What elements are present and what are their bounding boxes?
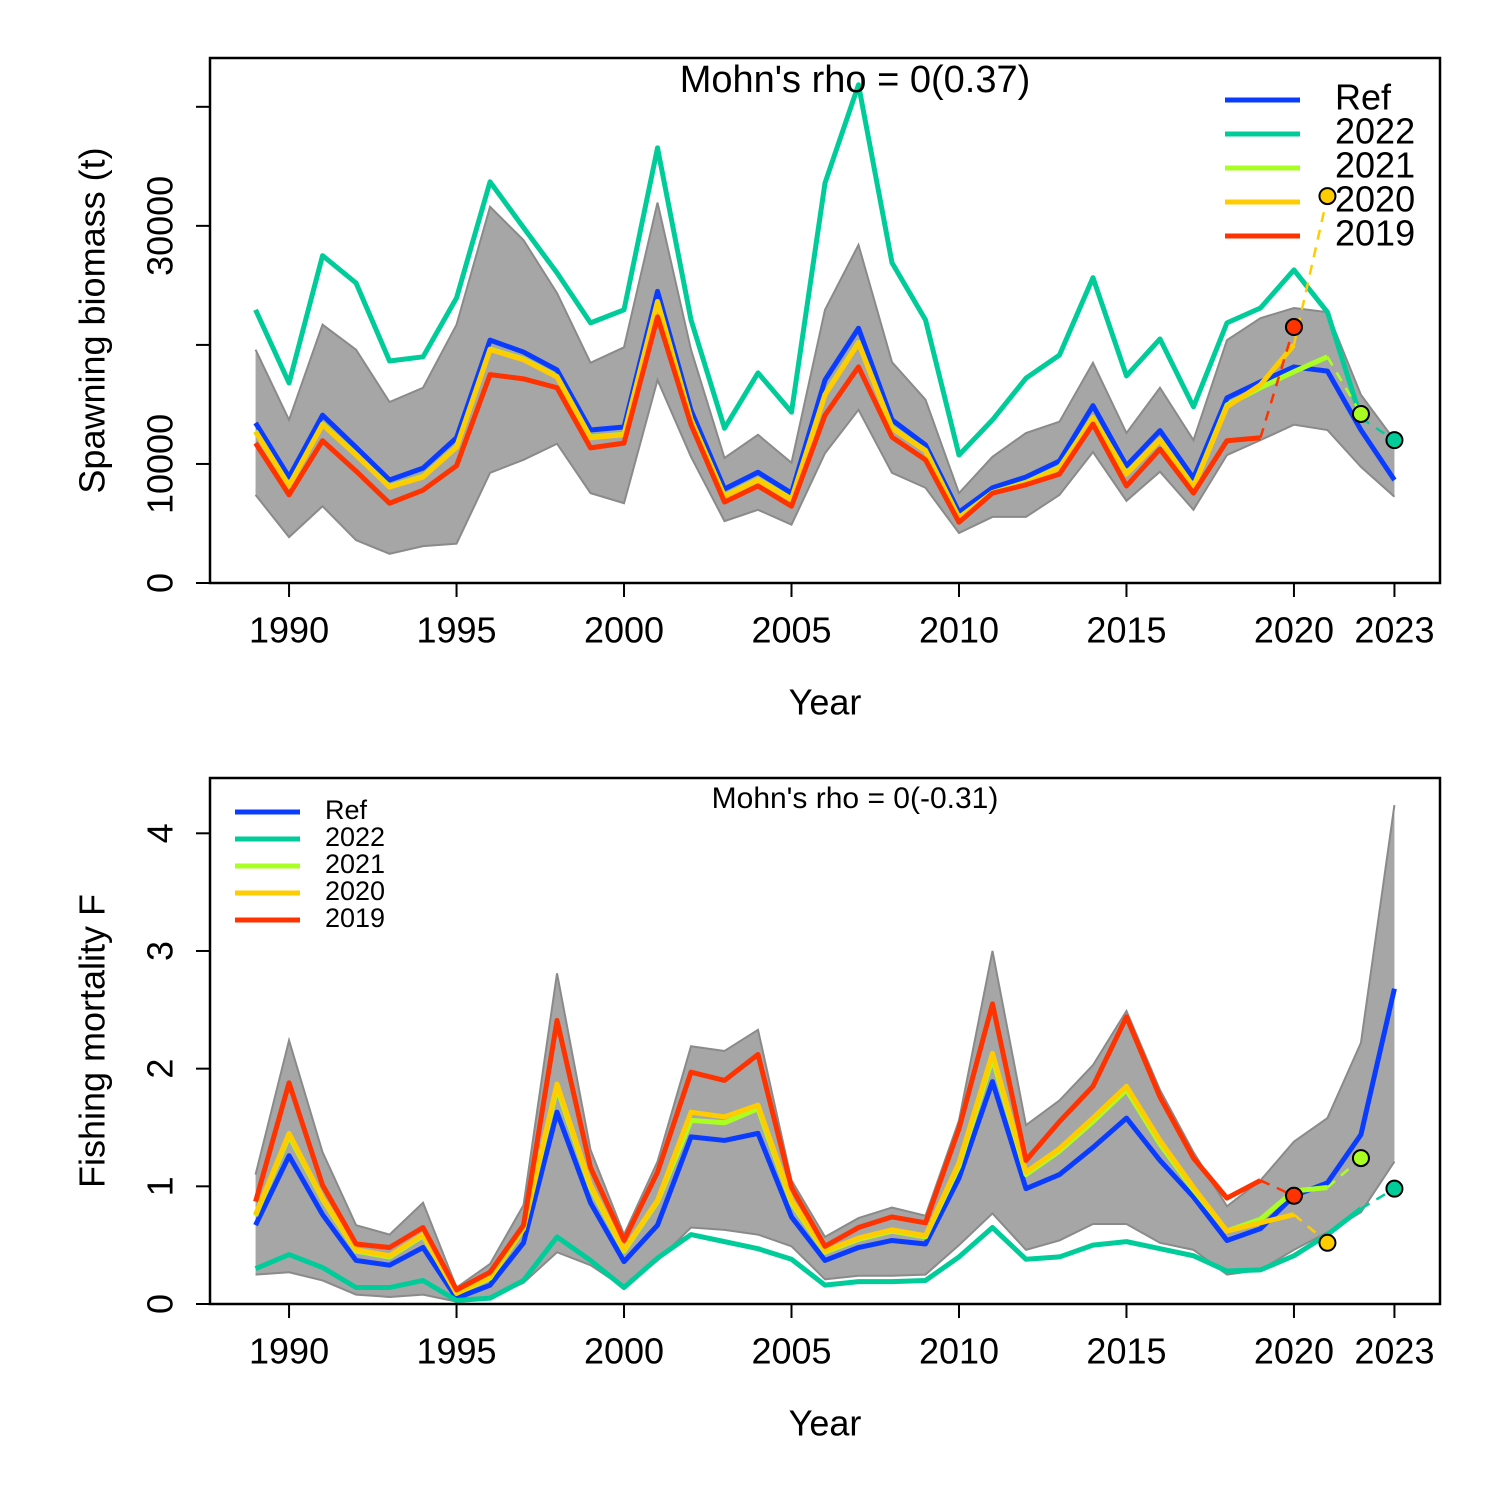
series-line bbox=[253, 1001, 1262, 1293]
y-tick-label: 1 bbox=[140, 1176, 181, 1196]
legend-label: 2019 bbox=[325, 903, 385, 933]
x-tick-label: 2023 bbox=[1354, 610, 1434, 651]
y-tick-label: 0 bbox=[140, 573, 181, 593]
x-tick-label: 1990 bbox=[249, 610, 329, 651]
projection-point bbox=[1318, 1233, 1337, 1252]
x-tick-label: 2010 bbox=[919, 1331, 999, 1372]
legend-label: Ref bbox=[325, 795, 368, 825]
y-tick-label: 0 bbox=[140, 1294, 181, 1314]
x-tick-label: 1995 bbox=[416, 1331, 496, 1372]
projection-line bbox=[1326, 356, 1363, 415]
x-tick-label: 2000 bbox=[584, 610, 664, 651]
annotation: Mohn's rho = 0(-0.31) bbox=[712, 782, 999, 815]
x-tick-label: 1995 bbox=[416, 610, 496, 651]
y-tick-label: 4 bbox=[140, 823, 181, 843]
legend-label: 2021 bbox=[325, 849, 385, 879]
x-tick-label: 2020 bbox=[1254, 1331, 1334, 1372]
x-tick-label: 2000 bbox=[584, 1331, 664, 1372]
series-line bbox=[254, 1206, 1363, 1303]
x-axis-label: Year bbox=[789, 1403, 862, 1444]
projection-point bbox=[1351, 1149, 1370, 1168]
x-tick-label: 1990 bbox=[249, 1331, 329, 1372]
projection-line bbox=[1259, 1179, 1295, 1197]
projection-point bbox=[1318, 187, 1337, 206]
projection-point bbox=[1284, 318, 1303, 337]
legend-label: 2019 bbox=[1335, 213, 1415, 254]
projection-point bbox=[1385, 431, 1404, 450]
series-line bbox=[253, 314, 1261, 525]
y-axis-label: Fishing mortality F bbox=[72, 894, 113, 1188]
panel: 1990 1995 2000 2005 2010 2015 2020 2023 0 1 2 3 4 Fis… bbox=[72, 776, 1442, 1444]
x-tick-label: 2020 bbox=[1254, 610, 1334, 651]
legend-label: 2021 bbox=[1335, 145, 1415, 186]
x-tick-label: 2005 bbox=[751, 1331, 831, 1372]
panel: 1990 1995 2000 2005 2010 2015 2020 2023 0 10000 30… bbox=[72, 56, 1442, 723]
series-line bbox=[253, 82, 1364, 458]
x-tick-label: 2010 bbox=[919, 610, 999, 651]
projection-line bbox=[1360, 417, 1396, 442]
legend-label: 2020 bbox=[1335, 179, 1415, 220]
x-tick-label: 2015 bbox=[1086, 1331, 1166, 1372]
y-tick-label: 10000 bbox=[140, 414, 181, 514]
x-tick-label: 2015 bbox=[1086, 610, 1166, 651]
series-line bbox=[253, 288, 1397, 515]
x-tick-label: 2023 bbox=[1354, 1331, 1434, 1372]
legend-label: 2022 bbox=[1335, 111, 1415, 152]
plot-frame bbox=[208, 776, 1442, 1306]
y-tick-label: 3 bbox=[140, 941, 181, 961]
projection-point bbox=[1284, 1186, 1303, 1205]
legend-label: 2020 bbox=[325, 876, 385, 906]
projection-line bbox=[1360, 1187, 1396, 1210]
y-tick-label: 30000 bbox=[140, 176, 181, 276]
legend-label: Ref bbox=[1335, 77, 1392, 118]
x-tick-label: 2005 bbox=[751, 610, 831, 651]
y-tick-label: 2 bbox=[140, 1059, 181, 1079]
projection-point bbox=[1385, 1179, 1404, 1198]
y-axis-label: Spawning biomass (t) bbox=[72, 147, 113, 493]
series-line bbox=[253, 988, 1397, 1301]
x-axis-label: Year bbox=[789, 682, 862, 723]
plot-frame bbox=[208, 56, 1442, 585]
band-upper bbox=[254, 202, 1396, 496]
band-lower bbox=[254, 377, 1396, 555]
legend-label: 2022 bbox=[325, 822, 385, 852]
series-line bbox=[253, 299, 1296, 521]
projection-line bbox=[1259, 326, 1296, 439]
series-line bbox=[253, 1050, 1295, 1296]
projection-point bbox=[1351, 404, 1370, 423]
annotation: Mohn's rho = 0(0.37) bbox=[680, 59, 1031, 101]
